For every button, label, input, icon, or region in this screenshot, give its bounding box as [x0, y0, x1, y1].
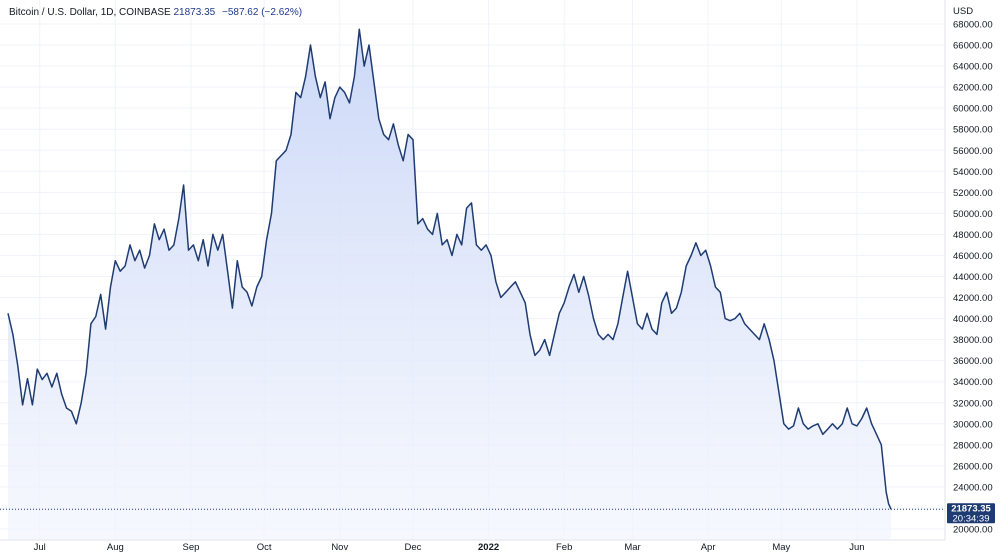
time-tick-label: 2022 [478, 542, 499, 553]
time-tick-label: Sep [183, 542, 200, 553]
symbol-title[interactable]: Bitcoin / U.S. Dollar, 1D, COINBASE [9, 7, 171, 18]
price-tick-label: 20000.00 [953, 525, 993, 536]
price-line [7, 28, 892, 510]
price-tick-label: 40000.00 [953, 314, 993, 325]
time-tick-label: Oct [257, 542, 272, 553]
time-axis[interactable]: Jul Aug Sep Oct Nov Dec 2022 Feb Mar Apr May Jun [34, 542, 865, 553]
time-tick-label: Aug [107, 542, 124, 553]
time-tick-label: Apr [701, 542, 716, 553]
price-tick-label: 50000.00 [953, 209, 993, 220]
price-change: −587.62 (−2.62%) [222, 7, 303, 18]
price-axis[interactable]: 20000.0022000.0024000.0026000.0028000.00… [953, 20, 993, 536]
price-area-fill [8, 29, 892, 541]
price-tick-label: 58000.00 [953, 125, 993, 136]
price-tick-label: 48000.00 [953, 230, 993, 241]
time-tick-label: Dec [404, 542, 421, 553]
price-tick-label: 68000.00 [953, 20, 993, 31]
last-price-value: 21873.35 [951, 503, 991, 514]
price-tick-label: 30000.00 [953, 419, 993, 430]
chart-legend[interactable]: Bitcoin / U.S. Dollar, 1D, COINBASE 2187… [9, 7, 302, 18]
time-tick-label: Mar [624, 542, 640, 553]
last-price-label: 21873.35 20:34:39 [947, 503, 995, 524]
price-tick-label: 24000.00 [953, 482, 993, 493]
time-tick-label: Feb [556, 542, 572, 553]
price-tick-label: 32000.00 [953, 398, 993, 409]
price-tick-label: 54000.00 [953, 167, 993, 178]
price-tick-label: 44000.00 [953, 272, 993, 283]
price-tick-label: 42000.00 [953, 293, 993, 304]
last-value: 21873.35 [173, 7, 216, 18]
price-tick-label: 26000.00 [953, 461, 993, 472]
price-tick-label: 28000.00 [953, 440, 993, 451]
price-tick-label: 56000.00 [953, 146, 993, 157]
bar-countdown: 20:34:39 [953, 513, 990, 524]
price-tick-label: 66000.00 [953, 41, 993, 52]
price-tick-label: 60000.00 [953, 104, 993, 115]
time-tick-label: May [772, 542, 790, 553]
price-tick-label: 34000.00 [953, 377, 993, 388]
price-tick-label: 36000.00 [953, 356, 993, 367]
time-tick-label: Jul [34, 542, 46, 553]
price-tick-label: 62000.00 [953, 83, 993, 94]
price-axis-unit: USD [953, 6, 973, 17]
price-tick-label: 38000.00 [953, 335, 993, 346]
price-tick-label: 46000.00 [953, 251, 993, 262]
time-tick-label: Nov [331, 542, 348, 553]
time-tick-label: Jun [849, 542, 864, 553]
price-tick-label: 64000.00 [953, 62, 993, 73]
price-tick-label: 52000.00 [953, 188, 993, 199]
